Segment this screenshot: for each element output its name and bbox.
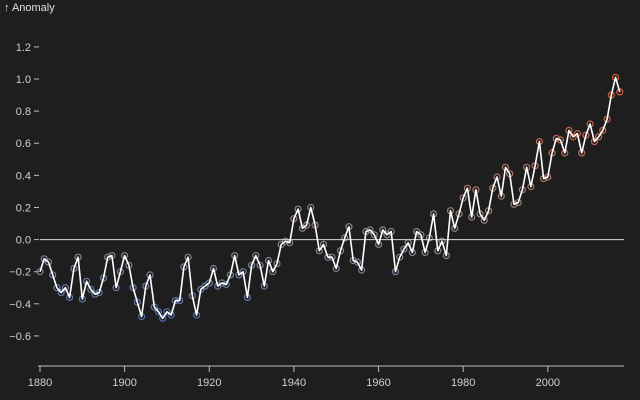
data-point xyxy=(319,240,328,248)
x-tick-label: 1940 xyxy=(282,377,306,389)
data-point xyxy=(366,226,374,234)
x-tick-label: 1880 xyxy=(28,377,52,389)
data-point xyxy=(281,237,289,245)
y-tick-label: 0.2 xyxy=(16,202,31,214)
y-tick-label: 0.6 xyxy=(16,138,31,150)
y-tick-label: −0.2 xyxy=(9,267,31,279)
mean-trend-line xyxy=(39,76,621,320)
x-tick-label: 2000 xyxy=(536,377,560,389)
data-points xyxy=(36,73,624,322)
data-point xyxy=(438,237,446,245)
data-point xyxy=(36,268,44,276)
x-tick-label: 1960 xyxy=(366,377,390,389)
data-point xyxy=(91,290,99,298)
data-point xyxy=(556,136,565,144)
data-point xyxy=(552,134,560,142)
data-point xyxy=(57,289,65,297)
data-point xyxy=(599,126,607,134)
data-point xyxy=(61,284,70,292)
data-point xyxy=(49,271,57,279)
y-tick-label: −0.6 xyxy=(9,331,31,343)
y-tick-label: 1.2 xyxy=(16,42,31,54)
y-axis-label: ↑ Anomaly xyxy=(4,2,55,14)
data-point xyxy=(594,133,603,141)
data-point xyxy=(87,285,95,293)
data-point xyxy=(269,268,277,276)
data-point xyxy=(222,280,230,289)
x-tick-label: 1900 xyxy=(112,377,136,389)
data-point xyxy=(133,298,141,306)
data-point xyxy=(159,314,167,322)
x-axis: 1880 1900 1920 1940 1960 1980 2000 xyxy=(28,365,624,389)
data-point xyxy=(514,199,522,207)
data-point xyxy=(252,252,260,260)
data-point xyxy=(205,279,213,287)
data-point xyxy=(341,234,349,242)
data-point xyxy=(53,284,61,292)
y-tick-label: 0.0 xyxy=(16,235,31,247)
data-point xyxy=(218,279,226,287)
y-tick-label: 0.4 xyxy=(16,170,31,182)
data-point xyxy=(396,253,404,261)
y-axis: −0.6 −0.4 −0.2 0.0 0.2 0.4 0.6 0.8 1.0 1.2 xyxy=(9,42,39,343)
data-point xyxy=(379,226,387,234)
data-point xyxy=(370,231,378,239)
x-tick-label: 1920 xyxy=(197,377,221,389)
data-point xyxy=(616,88,624,96)
data-point xyxy=(154,308,163,316)
x-tick-label: 1980 xyxy=(451,377,475,389)
data-point xyxy=(95,289,103,297)
data-point xyxy=(167,311,175,319)
y-tick-label: 1.0 xyxy=(16,74,31,86)
data-point xyxy=(353,258,361,266)
data-point xyxy=(375,240,383,248)
data-point xyxy=(44,258,53,266)
y-tick-label: −0.4 xyxy=(9,299,31,311)
y-tick-label: 0.8 xyxy=(16,106,31,118)
data-point xyxy=(400,245,408,253)
data-point xyxy=(480,216,488,224)
